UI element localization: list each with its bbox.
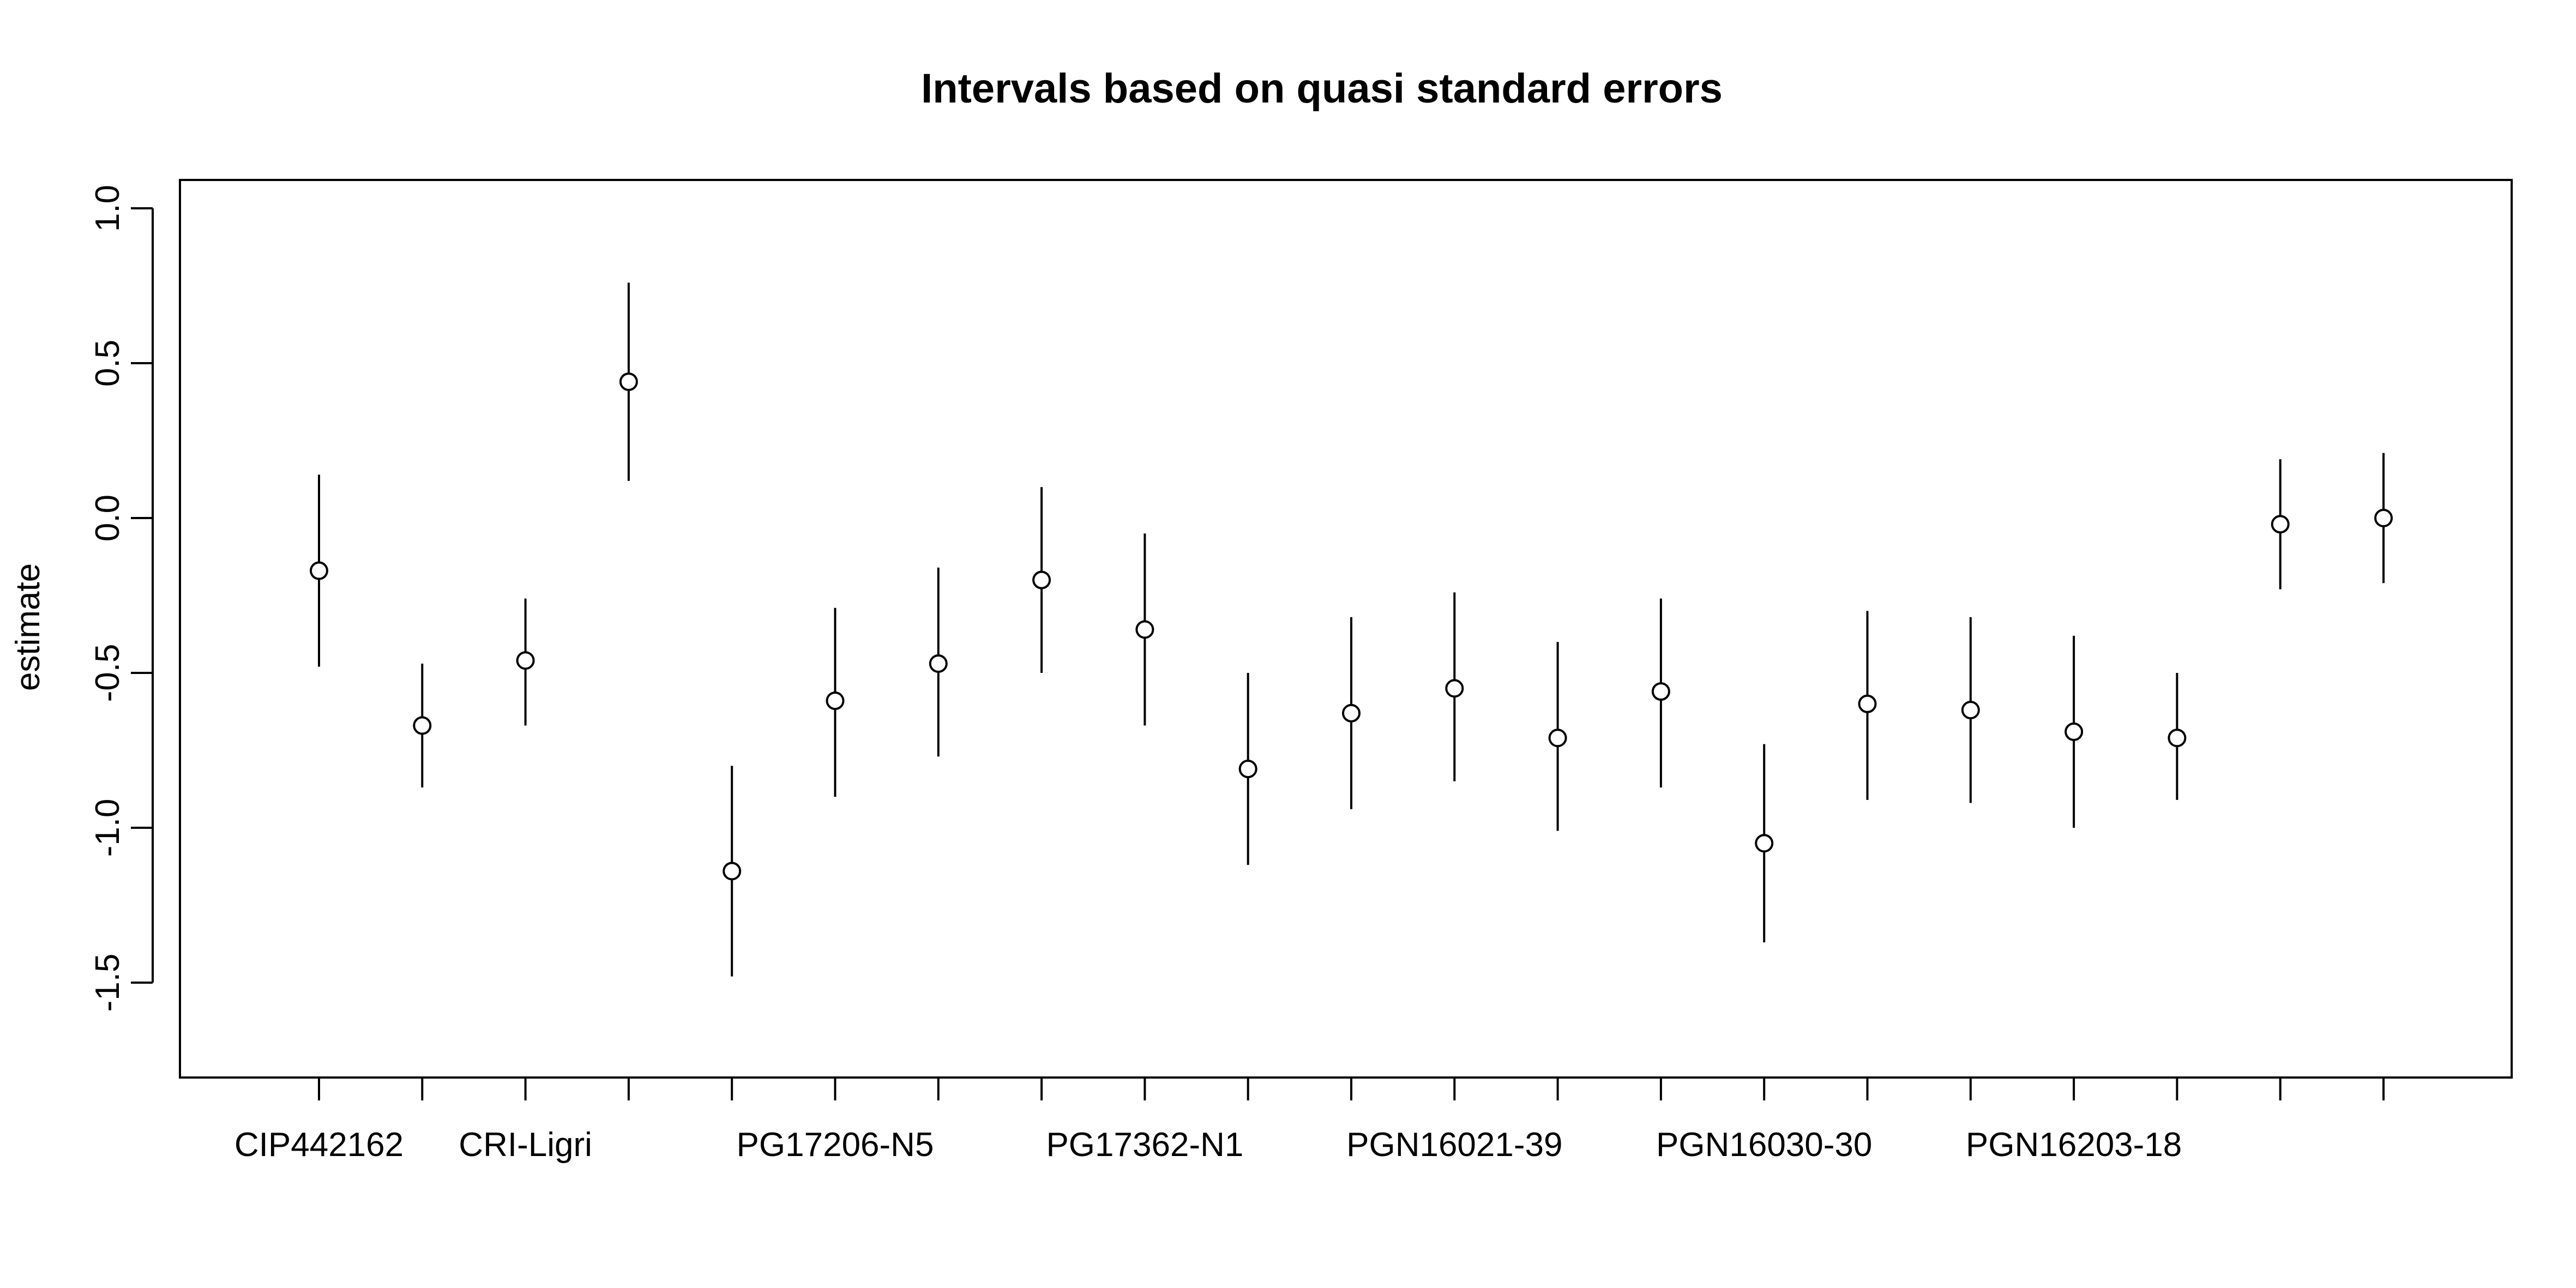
- estimate-point: [516, 651, 535, 670]
- estimate-point: [619, 372, 638, 392]
- estimate-point: [2374, 509, 2393, 527]
- y-tick-label: -1.0: [89, 799, 127, 857]
- estimate-point: [1445, 679, 1464, 698]
- estimate-point: [723, 862, 742, 881]
- chart-title: Intervals based on quasi standard errors: [921, 65, 1723, 112]
- estimate-point: [1342, 703, 1361, 723]
- interval-series: [310, 282, 2393, 977]
- estimate-point: [1238, 760, 1257, 779]
- estimate-point: [2065, 722, 2084, 741]
- x-tick-label: PG17206-N5: [737, 1126, 934, 1164]
- estimate-point: [826, 691, 845, 711]
- y-tick-label: 0.5: [89, 340, 127, 387]
- x-tick-label: PGN16021-39: [1346, 1126, 1562, 1164]
- y-axis-label: estimate: [9, 563, 47, 691]
- x-tick-label: PGN16203-18: [1966, 1126, 2182, 1164]
- x-tick-label: PGN16030-30: [1656, 1126, 1872, 1164]
- estimate-point: [1651, 682, 1670, 701]
- estimate-point: [1961, 701, 1980, 720]
- y-tick-label: -0.5: [89, 644, 127, 702]
- estimate-point: [1755, 834, 1774, 853]
- x-axis: CIP442162 CRI-Ligri PG17206-N5 PG17362-N1 PG…: [234, 1076, 2385, 1164]
- estimate-point: [1858, 694, 1877, 713]
- x-tick-label: PG17362-N1: [1046, 1126, 1243, 1164]
- y-tick-label: -1.5: [89, 954, 127, 1012]
- estimate-point: [310, 561, 328, 580]
- y-tick-label: 0.0: [89, 495, 127, 541]
- x-tick-label: CIP442162: [234, 1126, 404, 1164]
- y-axis: 1.0 0.5 0.0 -0.5 -1.0 -1.5: [89, 185, 154, 1012]
- estimate-point: [1548, 729, 1567, 748]
- estimate-point: [929, 654, 948, 673]
- estimate-point: [2271, 515, 2290, 534]
- estimate-point: [1032, 570, 1051, 589]
- y-tick-label: 1.0: [89, 185, 127, 232]
- x-tick-label: CRI-Ligri: [459, 1126, 592, 1164]
- estimate-point: [2168, 729, 2187, 748]
- estimate-point: [1135, 620, 1154, 639]
- estimate-point: [413, 716, 432, 735]
